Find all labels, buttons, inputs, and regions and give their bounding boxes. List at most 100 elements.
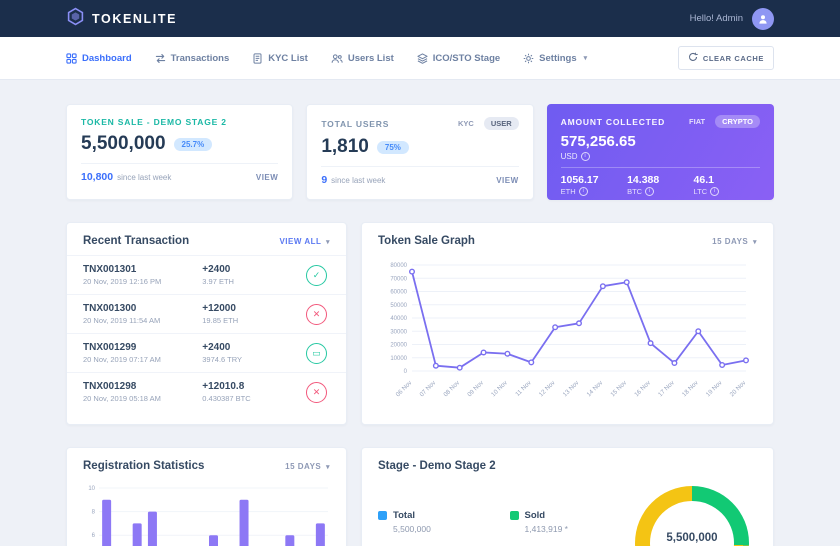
tab-crypto[interactable]: CRYPTO (715, 115, 760, 128)
brand-logo[interactable]: TOKENLITE (66, 7, 177, 31)
nav-item-kyc-list[interactable]: KYC List (252, 53, 308, 64)
nav-label: Users List (347, 52, 394, 64)
amount-title: AMOUNT COLLECTED (560, 116, 666, 127)
total-users-delta-label: since last week (331, 176, 386, 185)
chevron-down-icon: ▾ (325, 463, 330, 471)
tab-fiat[interactable]: FIAT (689, 117, 706, 126)
transaction-row[interactable]: TNX001298 20 Nov, 2019 05:18 AM +12010.8 0… (67, 372, 346, 411)
status-check-icon[interactable]: ✓ (305, 264, 327, 286)
svg-text:12 Nov: 12 Nov (538, 379, 557, 398)
token-sale-graph-title: Token Sale Graph (378, 235, 475, 247)
transaction-id: TNX001298 (83, 381, 137, 392)
nav-label: ICO/STO Stage (432, 52, 501, 64)
token-sale-graph-card: Token Sale Graph 15 DAYS ▾ 0 10000 20000 30… (361, 222, 774, 425)
transaction-row[interactable]: TNX001301 20 Nov, 2019 12:16 PM +2400 3.97… (67, 255, 346, 294)
legend-item-total: Total 5,500,000 (378, 510, 488, 534)
svg-text:06 Nov: 06 Nov (395, 379, 414, 398)
token-sale-percent-badge: 25.7% (173, 137, 213, 151)
svg-text:50000: 50000 (390, 303, 407, 309)
status-cancel-icon[interactable]: ✕ (305, 303, 327, 325)
svg-text:16 Nov: 16 Nov (633, 379, 652, 398)
range-dropdown[interactable]: 15 DAYS ▾ (285, 461, 330, 471)
ltc-amount: 46.1 LTC (694, 174, 760, 196)
nav-item-transactions[interactable]: Transactions (155, 53, 229, 64)
refresh-icon (688, 52, 698, 64)
view-all-link[interactable]: VIEW ALL ▾ (279, 236, 330, 246)
status-pending-icon[interactable]: ▭ (305, 342, 327, 364)
user-avatar[interactable] (752, 7, 774, 30)
hexagon-logo-icon (66, 7, 85, 31)
btc-label: BTC (627, 187, 643, 196)
svg-text:07 Nov: 07 Nov (418, 379, 437, 398)
tab-user[interactable]: USER (483, 117, 519, 130)
transaction-date: 20 Nov, 2019 05:18 AM (83, 394, 161, 403)
info-icon[interactable] (578, 187, 588, 196)
svg-text:40000: 40000 (390, 316, 407, 322)
info-icon[interactable] (710, 187, 720, 196)
transaction-token: 3.97 ETH (202, 277, 234, 286)
registration-chart: 246810 (88, 486, 328, 546)
eth-amount: 1056.17 ETH (561, 174, 627, 196)
transaction-amount: +12000 (202, 303, 236, 314)
topbar: TOKENLITE Hello! Admin (0, 0, 840, 37)
svg-text:10000: 10000 (390, 356, 407, 362)
transaction-amount: +2400 (202, 342, 231, 353)
recent-transactions-card: Recent Transaction VIEW ALL ▾ TNX001301 2… (66, 222, 347, 425)
svg-text:80000: 80000 (390, 263, 407, 269)
ltc-label: LTC (693, 187, 708, 196)
nav-item-ico-sto-stage[interactable]: ICO/STO Stage (417, 53, 500, 64)
transaction-date: 20 Nov, 2019 07:17 AM (83, 355, 161, 364)
range-dropdown[interactable]: 15 DAYS ▾ (712, 236, 757, 246)
chevron-down-icon: ▾ (752, 238, 757, 246)
chevron-down-icon: ▾ (325, 238, 330, 246)
tab-kyc[interactable]: KYC (457, 119, 474, 128)
nav-label: KYC List (268, 52, 308, 64)
nav-item-dashboard[interactable]: Dashboard (66, 53, 132, 64)
gear-icon (523, 53, 534, 64)
nav-item-users-list[interactable]: Users List (331, 53, 394, 64)
total-users-view-link[interactable]: VIEW (496, 176, 519, 185)
btc-value: 14.388 (627, 174, 660, 186)
recent-transactions-title: Recent Transaction (83, 235, 190, 247)
svg-text:0: 0 (404, 369, 408, 375)
document-icon (252, 52, 263, 64)
stage-card: Stage - Demo Stage 2 Total 5,500,000 Sold… (361, 447, 774, 546)
eth-label: ETH (560, 187, 576, 196)
total-users-value: 1,810 (321, 136, 369, 157)
token-sale-value: 5,500,000 (81, 133, 166, 154)
nav-item-settings[interactable]: Settings ▾ (523, 53, 587, 64)
clear-cache-button[interactable]: CLEAR CACHE (677, 46, 774, 70)
brand-name: TOKENLITE (92, 11, 178, 26)
transaction-id: TNX001301 (83, 264, 137, 275)
status-cancel-icon[interactable]: ✕ (305, 381, 327, 403)
svg-text:18 Nov: 18 Nov (681, 379, 700, 398)
info-icon[interactable] (645, 187, 655, 196)
stage-layers-icon (417, 52, 428, 64)
transaction-token: 3974.6 TRY (202, 355, 243, 364)
transaction-row[interactable]: TNX001299 20 Nov, 2019 07:17 AM +2400 3974… (67, 333, 346, 372)
stage-title: Stage - Demo Stage 2 (378, 460, 496, 472)
transaction-amount: +2400 (202, 264, 231, 275)
registration-statistics-title: Registration Statistics (83, 460, 205, 472)
divider (560, 167, 760, 168)
token-sale-chart: 0 10000 20000 30000 40000 50000 60000 70000 8000… (390, 263, 750, 398)
svg-text:10 Nov: 10 Nov (490, 379, 509, 398)
token-sale-view-link[interactable]: VIEW (255, 173, 279, 182)
legend-swatch-total (378, 511, 387, 520)
svg-text:13 Nov: 13 Nov (562, 379, 581, 398)
svg-text:10: 10 (88, 486, 95, 492)
total-users-card: TOTAL USERS KYC USER 1,810 75% 9 since l… (306, 104, 534, 200)
transaction-row[interactable]: TNX001300 20 Nov, 2019 11:54 AM +12000 19.… (67, 294, 346, 333)
amount-collected-card: AMOUNT COLLECTED FIAT CRYPTO 575,256.65 … (546, 104, 774, 200)
info-icon[interactable] (580, 152, 590, 161)
svg-text:08 Nov: 08 Nov (442, 379, 461, 398)
transaction-id: TNX001299 (83, 342, 137, 353)
svg-text:70000: 70000 (390, 276, 407, 282)
transaction-token: 19.85 ETH (202, 316, 239, 325)
svg-text:60000: 60000 (390, 290, 407, 296)
svg-text:6: 6 (92, 533, 96, 539)
chevron-down-icon: ▾ (583, 55, 588, 62)
transaction-token: 0.430387 BTC (202, 394, 251, 403)
